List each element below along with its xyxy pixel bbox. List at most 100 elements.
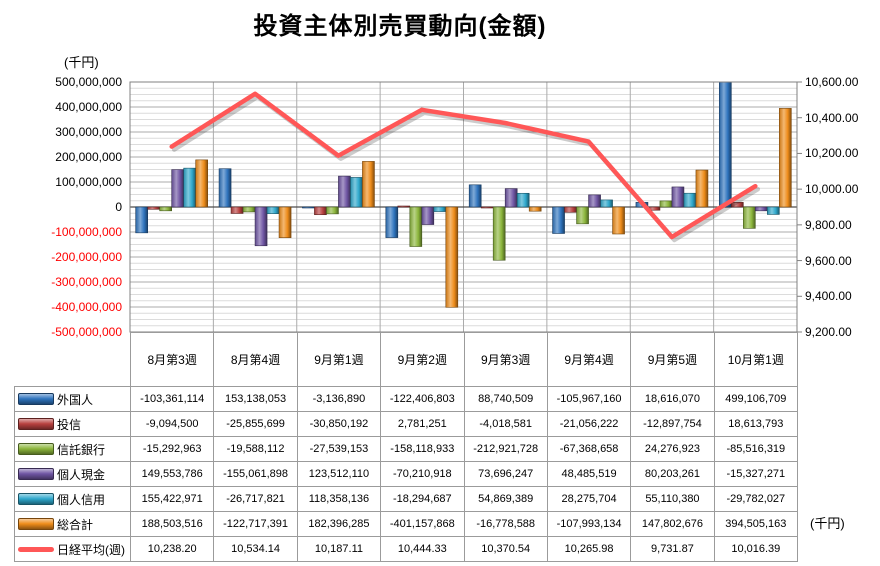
week-header-cell: 8月第4週 [213, 332, 298, 387]
table-row: 個人現金 149,553,786 -155,061,898 123,512,110 -7… [14, 461, 799, 487]
legend-bar-key-icon [18, 418, 54, 430]
value-cell: 9,731.87 [630, 536, 715, 562]
plot-area [130, 82, 797, 332]
data-table-wrap: 8月第3週 8月第4週 9月第1週 9月第2週 9月第3週 9月第4週 9月第5週 10月第1… [14, 332, 799, 562]
bar [612, 206, 625, 235]
value-cell: 123,512,110 [296, 461, 382, 487]
bar [397, 205, 411, 208]
table-row: 投信 -9,094,500 -25,855,699 -30,850,192 2,781,… [14, 411, 799, 437]
table-row: 外国人 -103,361,114 153,138,053 -3,136,890 -122… [14, 386, 799, 412]
bar-series [195, 108, 792, 308]
legend-bar-key-icon [18, 468, 54, 480]
table-header-row: 8月第3週 8月第4週 9月第1週 9月第2週 9月第3週 9月第4週 9月第5週 10月第1… [15, 332, 799, 387]
value-cell: -4,018,581 [463, 411, 548, 437]
value-cell: 10,265.98 [546, 536, 632, 562]
value-cell: 10,238.20 [129, 536, 215, 562]
value-cell: 18,613,793 [713, 411, 799, 437]
value-cell: 10,370.54 [463, 536, 548, 562]
legend-label: 総合計 [57, 517, 94, 532]
bar-series [147, 202, 744, 216]
left-axis-tick-label: -500,000,000 [51, 325, 122, 339]
right-axis-tick-label: 9,400.00 [805, 289, 852, 304]
bar [338, 175, 351, 208]
bar [755, 206, 768, 212]
bar [743, 206, 756, 229]
value-cell: 54,869,389 [463, 486, 548, 512]
legend-bar-key-icon [18, 393, 54, 405]
legend-item: 信託銀行 [16, 441, 130, 458]
left-axis-tick-label: -400,000,000 [51, 300, 122, 314]
week-header-cell: 9月第2週 [380, 332, 465, 387]
bar [254, 206, 268, 247]
right-axis-tick-label: 10,400.00 [805, 110, 859, 125]
bar [302, 206, 315, 209]
right-axis-tick-label: 10,000.00 [805, 182, 859, 197]
value-cell: -401,157,868 [380, 511, 465, 537]
value-cell: -18,294,687 [380, 486, 465, 512]
week-header-cell: 9月第3週 [463, 332, 548, 387]
value-cell: -15,292,963 [129, 436, 215, 462]
bar [314, 206, 327, 216]
left-axis-tick-label: -200,000,000 [51, 250, 122, 264]
legend-item: 個人現金 [16, 466, 130, 483]
bar [695, 169, 709, 208]
value-cell: 10,016.39 [713, 536, 799, 562]
value-cell: 48,485,519 [546, 461, 632, 487]
legend-line-key-icon [18, 546, 54, 552]
right-axis-unit-label: (千円) [810, 516, 845, 531]
value-cell: 147,802,676 [630, 511, 715, 537]
legend-cell: 総合計 [14, 511, 131, 537]
value-cell: 188,503,516 [129, 511, 215, 537]
value-cell: -21,056,222 [546, 411, 632, 437]
legend-item: 投信 [16, 416, 130, 433]
legend-label: 投信 [57, 417, 82, 432]
value-cell: 394,505,163 [713, 511, 799, 537]
bar [350, 177, 363, 208]
value-cell: 149,553,786 [129, 461, 215, 487]
bar [278, 206, 292, 238]
right-axis-tick-label: 9,800.00 [805, 217, 852, 232]
value-cell: 18,616,070 [630, 386, 715, 412]
value-cell: 2,781,251 [380, 411, 465, 437]
bar [492, 206, 506, 261]
value-cell: 80,203,261 [630, 461, 715, 487]
bar [552, 206, 565, 234]
value-cell: -29,782,027 [713, 486, 799, 512]
legend-item: 外国人 [16, 391, 130, 408]
bar-series [171, 169, 768, 247]
legend-label: 日経平均(週) [57, 542, 125, 557]
chart-title: 投資主体別売買動向(金額) [253, 13, 547, 40]
bar [362, 161, 375, 208]
week-header-cell: 9月第5週 [630, 332, 715, 387]
bar [504, 188, 518, 208]
bar-series-group [135, 81, 792, 308]
right-axis-tick-label: 9,600.00 [805, 253, 852, 268]
bar [409, 206, 423, 247]
bar [588, 194, 601, 208]
bar [147, 206, 160, 210]
value-cell: -67,368,658 [546, 436, 632, 462]
left-axis-tick-label: 100,000,000 [55, 175, 122, 189]
left-axis-tick-label: -300,000,000 [51, 275, 122, 289]
value-cell: -122,717,391 [213, 511, 298, 537]
value-cell: 155,422,971 [129, 486, 215, 512]
bar [576, 206, 589, 225]
bar [195, 159, 208, 208]
left-axis-tick-label: 0 [115, 200, 122, 214]
value-cell: -27,539,153 [296, 436, 382, 462]
table-row: 総合計 188,503,516 -122,717,391 182,396,285 -40… [14, 511, 799, 537]
right-axis-tick-label: 10,200.00 [805, 146, 859, 161]
bar [635, 202, 649, 208]
bar [135, 206, 148, 234]
legend-item: 個人信用 [16, 491, 130, 508]
legend-bar-key-icon [18, 493, 54, 505]
bar [779, 108, 792, 208]
bar [480, 206, 494, 209]
legend-cell: 個人現金 [14, 461, 131, 487]
value-cell: 118,358,136 [296, 486, 382, 512]
bar [385, 206, 399, 238]
bar [659, 200, 673, 208]
value-cell: 88,740,509 [463, 386, 548, 412]
week-header-cell: 10月第1週 [713, 332, 799, 387]
